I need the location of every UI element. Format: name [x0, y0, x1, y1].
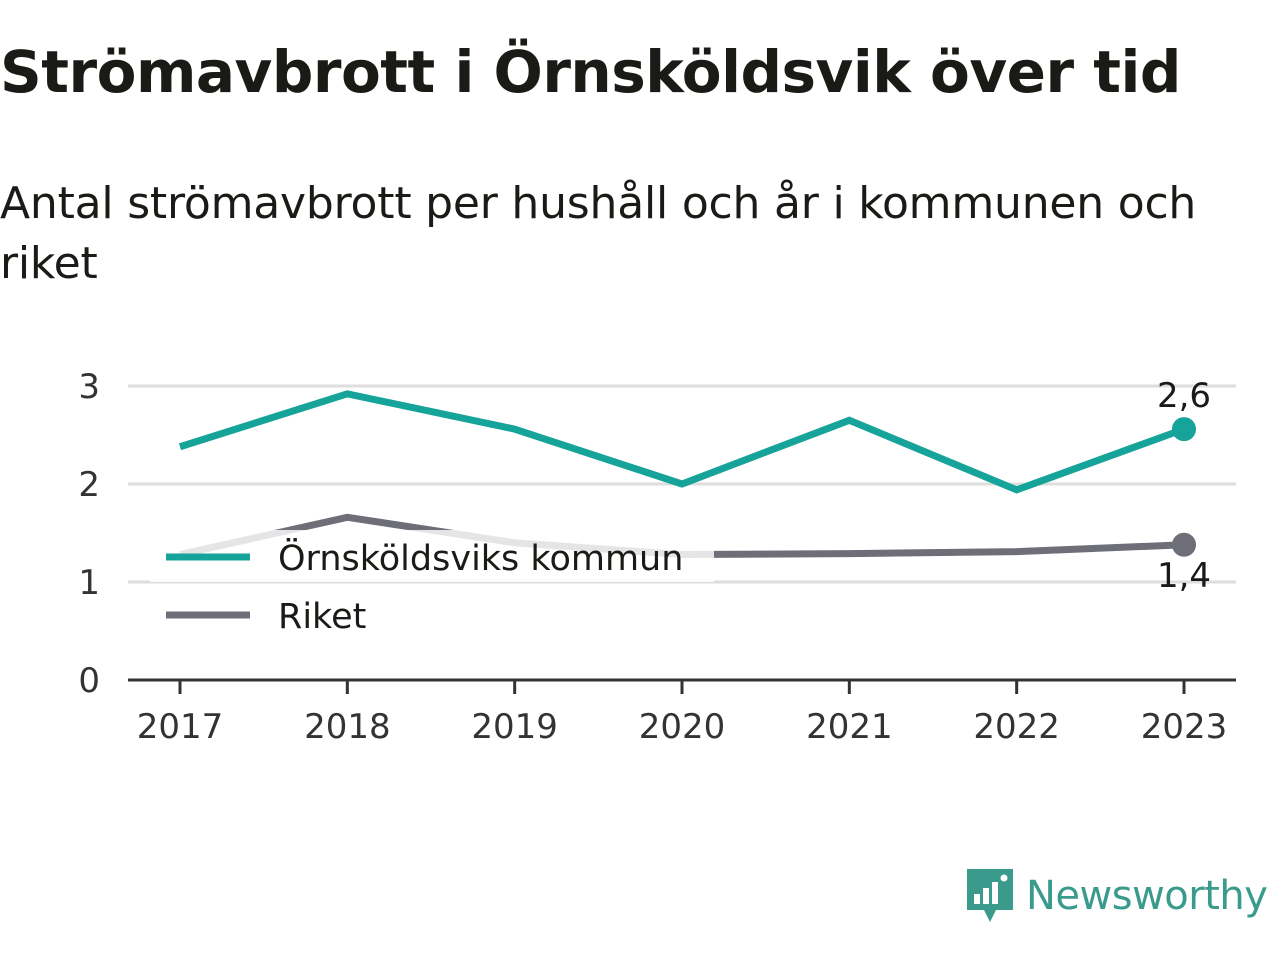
- legend-label-0: Örnsköldsviks kommun: [278, 537, 683, 579]
- chart-subtitle: Antal strömavbrott per hushåll och år i …: [0, 178, 1197, 289]
- x-tick-label: 2017: [137, 707, 224, 747]
- brand-name: Newsworthy: [1026, 873, 1268, 919]
- brand-logo: Newsworthy: [964, 866, 1268, 926]
- y-tick-label: 3: [78, 367, 100, 407]
- x-tick-label: 2022: [973, 707, 1060, 747]
- end-marker-0: [1172, 417, 1196, 442]
- end-value-label-0: 2,6: [1157, 376, 1211, 416]
- x-tick-label: 2023: [1141, 707, 1228, 747]
- x-tick-label: 2020: [639, 707, 726, 747]
- legend-label-1: Riket: [278, 597, 366, 637]
- x-tick-label: 2021: [806, 707, 893, 747]
- x-tick-label: 2019: [471, 707, 558, 747]
- chart-title: Strömavbrott i Örnsköldsvik över tid: [0, 38, 1181, 106]
- x-tick-label: 2018: [304, 707, 391, 747]
- y-tick-label: 1: [78, 563, 100, 603]
- y-tick-label: 2: [78, 465, 100, 505]
- series-line-0: [178, 390, 1186, 494]
- newsworthy-logo-icon: [967, 869, 1013, 922]
- end-marker-1: [1172, 532, 1196, 557]
- end-value-label-1: 1,4: [1157, 556, 1211, 596]
- y-tick-label: 0: [78, 661, 100, 701]
